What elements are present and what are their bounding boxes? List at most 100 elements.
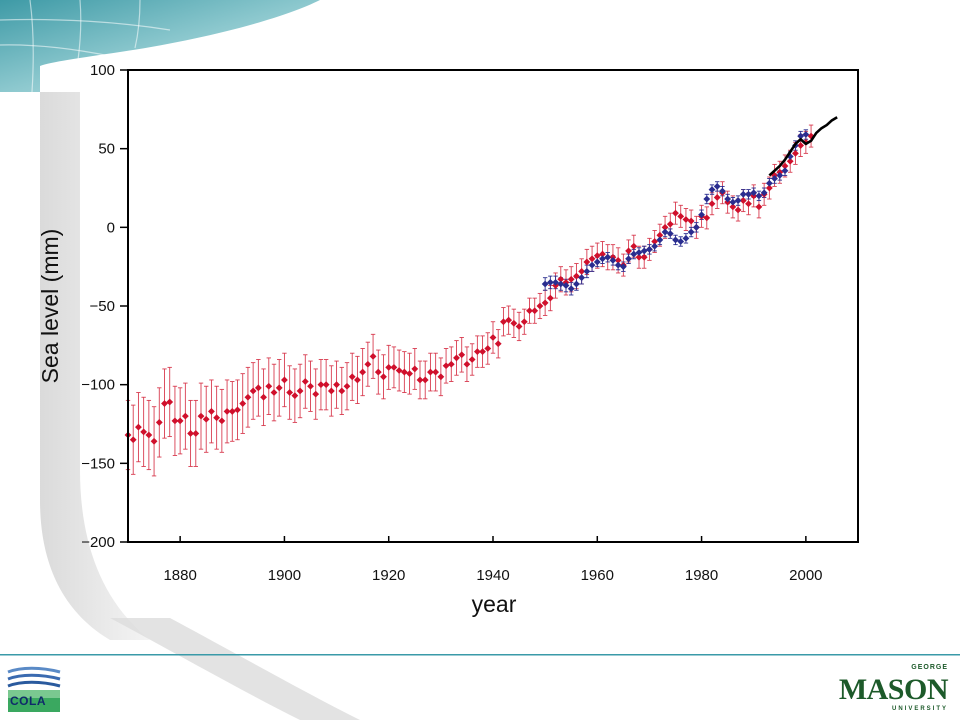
- x-tick-label: 1880: [163, 567, 196, 584]
- red-data-point: [390, 363, 398, 371]
- blue-data-point: [604, 253, 612, 261]
- red-data-point: [374, 368, 382, 376]
- blue-data-point: [797, 132, 805, 140]
- red-data-point: [192, 430, 200, 437]
- series-layer: [124, 116, 838, 445]
- red-data-point: [213, 414, 221, 422]
- blue-data-point: [578, 274, 586, 282]
- blue-data-point: [677, 238, 685, 245]
- blue-data-point: [750, 189, 758, 197]
- red-data-point: [578, 267, 586, 275]
- y-axis-title: Sea level (mm): [37, 229, 63, 384]
- blue-data-point: [552, 279, 559, 286]
- red-data-point: [447, 360, 455, 368]
- red-data-point: [291, 392, 299, 400]
- red-data-point: [713, 194, 721, 201]
- red-data-point: [400, 368, 408, 376]
- red-data-point: [239, 400, 247, 407]
- red-data-point: [739, 197, 747, 204]
- red-data-point: [625, 247, 632, 255]
- red-data-point: [244, 393, 252, 401]
- red-data-point: [254, 384, 262, 392]
- blue-data-point: [703, 195, 711, 203]
- blue-data-point: [661, 228, 669, 236]
- red-data-point: [140, 428, 148, 436]
- red-data-point: [145, 431, 153, 439]
- red-data-point: [301, 378, 309, 385]
- x-tick-label: 1900: [268, 567, 301, 584]
- blue-data-point: [588, 261, 596, 269]
- red-data-point: [729, 203, 737, 211]
- red-data-point: [546, 294, 554, 302]
- blue-data-point: [557, 280, 565, 288]
- red-data-point: [734, 206, 742, 214]
- red-data-point: [171, 417, 179, 425]
- red-data-point: [640, 253, 648, 261]
- red-data-point: [161, 400, 168, 407]
- gmu-logo-bottom-text: UNIVERSITY: [891, 706, 948, 712]
- red-data-point: [792, 149, 799, 157]
- red-data-point: [380, 373, 387, 381]
- blue-data-point: [765, 179, 773, 187]
- red-data-point: [343, 382, 351, 390]
- blue-data-point: [656, 236, 664, 244]
- blue-data-point: [724, 195, 732, 203]
- red-data-point: [338, 387, 346, 395]
- red-data-point: [312, 390, 320, 398]
- gmu-logo-main-text: MASON: [838, 673, 949, 706]
- y-tick-label: −50: [90, 298, 115, 315]
- blue-data-point: [729, 198, 737, 206]
- red-data-point: [708, 200, 716, 208]
- red-data-point: [510, 319, 518, 327]
- red-data-point: [208, 408, 215, 415]
- red-data-point: [135, 423, 142, 431]
- red-data-point: [432, 368, 440, 376]
- red-data-point: [520, 318, 528, 326]
- red-data-point: [359, 368, 367, 376]
- red-data-point: [672, 209, 679, 217]
- red-data-point: [630, 242, 638, 250]
- red-data-point: [583, 258, 591, 266]
- footer-divider: [0, 654, 960, 656]
- y-tick-label: 50: [98, 141, 115, 158]
- x-tick-label: 1960: [581, 567, 614, 584]
- red-data-point: [150, 437, 158, 445]
- x-axis-title: year: [472, 591, 517, 617]
- red-data-point: [500, 318, 507, 326]
- red-data-point: [651, 238, 659, 245]
- blue-data-point: [771, 175, 778, 182]
- red-data-point: [202, 415, 210, 423]
- red-data-point: [333, 381, 340, 389]
- blue-data-point: [786, 153, 794, 160]
- blue-data-point: [682, 234, 690, 242]
- blue-data-point: [666, 230, 674, 238]
- blue-data-point: [781, 167, 789, 175]
- y-tick-label: −150: [81, 455, 115, 472]
- red-data-point: [677, 212, 685, 220]
- red-data-point: [458, 351, 466, 359]
- red-data-point: [223, 408, 231, 415]
- red-data-point: [567, 275, 575, 283]
- y-tick-label: 100: [90, 62, 115, 79]
- red-data-point: [515, 323, 523, 330]
- red-data-point: [745, 200, 752, 208]
- red-data-point: [286, 389, 294, 396]
- blue-data-point: [672, 236, 679, 244]
- x-tick-label: 1940: [476, 567, 509, 584]
- blue-data-point: [651, 242, 659, 250]
- red-data-point: [218, 417, 226, 425]
- blue-data-point: [614, 261, 622, 269]
- blue-data-point: [802, 131, 810, 138]
- red-data-point: [505, 316, 513, 324]
- red-data-point: [296, 387, 304, 395]
- blue-data-point: [687, 228, 695, 236]
- blue-data-point: [609, 256, 617, 264]
- red-data-point: [129, 436, 137, 444]
- red-data-point: [614, 256, 622, 264]
- red-data-point: [526, 307, 533, 315]
- blue-data-point: [739, 190, 747, 198]
- cola-logo-text: COLA: [10, 694, 46, 708]
- red-data-point: [411, 365, 419, 373]
